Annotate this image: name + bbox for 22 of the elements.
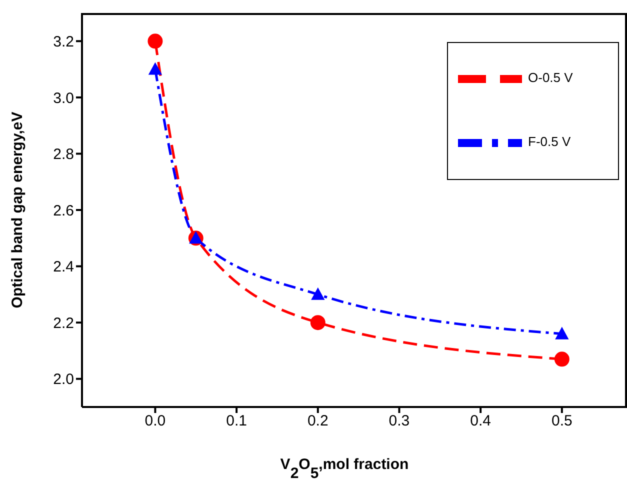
point — [311, 288, 324, 300]
y-tick-label: 2.8 — [53, 146, 74, 164]
y-tick-label: 2.0 — [53, 371, 74, 388]
legend-label: F-0.5 V — [528, 134, 571, 150]
x-tick-label: 0.3 — [388, 412, 410, 430]
x-tick-label: 0.0 — [144, 412, 166, 430]
y-tick-label: 2.6 — [53, 202, 74, 220]
x-tick-label: 0.2 — [307, 412, 328, 430]
point — [310, 315, 326, 330]
y-tick-label: 3.2 — [53, 33, 74, 50]
y-tick-label: 2.2 — [53, 314, 74, 332]
x-tick-label: 0.1 — [226, 412, 247, 430]
point — [148, 62, 162, 75]
x-tick-label: 0.5 — [551, 412, 572, 430]
y-tick-label: 2.4 — [53, 258, 74, 276]
point — [148, 34, 163, 49]
y-axis-title: Optical band gap energy,eV — [9, 112, 26, 308]
point — [555, 327, 568, 340]
y-tick-label: 3.0 — [53, 90, 74, 107]
legend-label: O-0.5 V — [528, 70, 573, 86]
x-tick-label: 0.4 — [470, 412, 492, 430]
point — [554, 352, 570, 367]
